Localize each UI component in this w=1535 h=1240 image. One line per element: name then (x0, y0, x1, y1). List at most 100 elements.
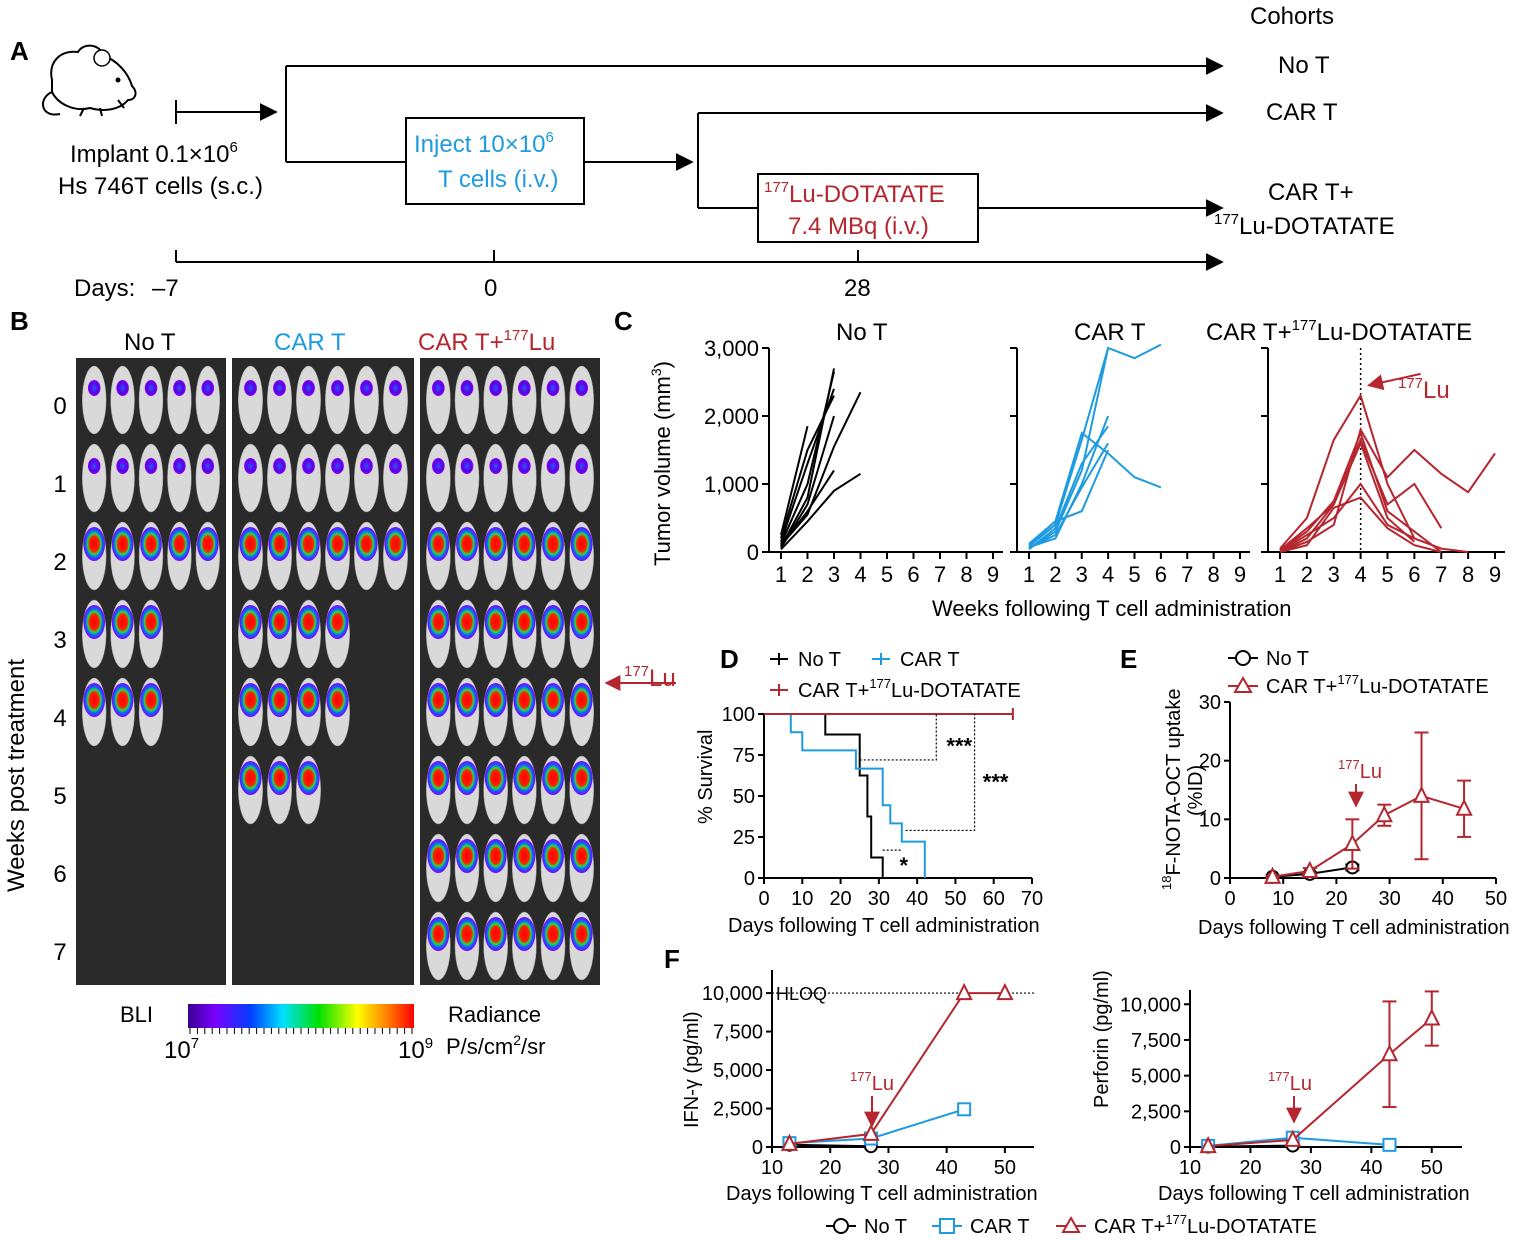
e-data-point (1412, 785, 1431, 803)
e-x-tick-label: 10 (1272, 888, 1294, 910)
tumor-signal (360, 380, 373, 396)
tumor-signal (460, 458, 474, 474)
week-label: 0 (53, 393, 66, 420)
tumor-signal (513, 839, 536, 873)
f1-x-tick-label: 40 (936, 1157, 958, 1179)
c-x-tick-label: 4 (1355, 562, 1367, 587)
e-x-tick-label: 40 (1432, 888, 1454, 910)
f2-x-tick-label: 10 (1179, 1157, 1201, 1179)
tumor-signal (484, 527, 507, 561)
tumor-signal (432, 458, 445, 474)
b-lu-arrow-label: 177Lu (624, 663, 676, 692)
tumor-signal (570, 605, 593, 639)
c-lu-arrow (1367, 372, 1421, 391)
week-label: 4 (53, 705, 66, 732)
tumor-signal (116, 458, 129, 474)
d-y-tick-label: 100 (722, 704, 755, 726)
f2-x-tick-label: 20 (1239, 1157, 1261, 1179)
f-legend-car-t: CAR T (970, 1216, 1030, 1238)
f-legend-combo: CAR T+177Lu-DOTATATE (1094, 1212, 1317, 1238)
tumor-signal (87, 380, 101, 396)
c-x-tick-label: 3 (1076, 562, 1088, 587)
c-title-combo: CAR T+177Lu-DOTATATE (1206, 317, 1472, 346)
tumor-signal (331, 458, 344, 474)
tumor-signal (513, 527, 536, 561)
f-bottom-legend: No T CAR T CAR T+177Lu-DOTATATE (826, 1212, 1317, 1238)
tumor-signal (302, 380, 315, 396)
mouse-image (426, 365, 451, 435)
day-tick-0: –7 (152, 275, 179, 302)
radiance-units: P/s/cm2/sr (446, 1032, 545, 1059)
d-legend: No T CAR T CAR T+177Lu-DOTATATE (770, 649, 1021, 702)
f-legend-no-t: No T (864, 1216, 907, 1238)
mouse-image (238, 443, 263, 513)
tumor-signal (173, 380, 186, 396)
c-x-tick-label: 4 (1102, 562, 1114, 587)
c-series-line (780, 425, 809, 536)
week-label: 5 (53, 783, 66, 810)
mouse-image (82, 365, 107, 435)
e-y-tick-label: 30 (1199, 692, 1221, 714)
d-survival-curve (764, 713, 884, 878)
mouse-image (354, 443, 379, 513)
tumor-signal (484, 917, 507, 951)
e-data-point (1375, 804, 1393, 823)
f1-y-tick-label: 5,000 (713, 1060, 763, 1082)
d-y-tick-label: 25 (733, 827, 755, 849)
tumor-signal (360, 458, 373, 474)
e-legend-no-t: No T (1266, 648, 1309, 670)
tumor-signal (173, 458, 186, 474)
panel-b: B No T CAR T CAR T+177Lu 0 1 2 3 4 5 6 7 Weeks … (3, 306, 676, 1064)
f1-x-tick-label: 30 (877, 1157, 899, 1179)
f1-series-line (789, 992, 1005, 1145)
mouse-image (383, 365, 408, 435)
tumor-signal (168, 527, 191, 561)
f2-xlabel: Days following T cell administration (1158, 1183, 1470, 1205)
e-y-tick-label: 10 (1199, 809, 1221, 831)
panel-a-label: A (10, 36, 29, 66)
c-x-tick-label: 1 (775, 562, 787, 587)
c-x-tick-label: 6 (1155, 562, 1167, 587)
week-label: 7 (53, 939, 66, 966)
f1-y-tick-label: 0 (752, 1137, 763, 1159)
scale-min: 107 (164, 1035, 199, 1064)
mouse-image (540, 365, 566, 435)
cohorts-title: Cohorts (1250, 3, 1334, 30)
implant-line2: Hs 746T cells (s.c.) (58, 173, 263, 200)
bli-colorbar (188, 1004, 414, 1028)
mouse-image (238, 365, 263, 435)
c-x-tick-label: 5 (1128, 562, 1140, 587)
e-legend-combo: CAR T+177Lu-DOTATATE (1266, 672, 1489, 698)
tumor-signal (427, 761, 450, 795)
c-x-tick-label: 7 (934, 562, 946, 587)
mouse-image (454, 365, 480, 435)
c-title-car-t: CAR T (1074, 319, 1146, 346)
f2-y-tick-label: 10,000 (1120, 994, 1181, 1016)
scale-max: 109 (398, 1035, 433, 1064)
f2-y-tick-label: 5,000 (1131, 1066, 1181, 1088)
c-series-line (1028, 442, 1109, 549)
panel-f: F IFN-γ (pg/ml) Days following T cell ad… (664, 944, 1470, 1238)
cohort-no-t: No T (1278, 52, 1330, 79)
tumor-signal (83, 683, 105, 717)
tumor-signal (484, 683, 507, 717)
week-label: 2 (53, 549, 66, 576)
tumor-signal (144, 458, 158, 474)
week-labels: 0 1 2 3 4 5 6 7 (53, 393, 66, 966)
d-x-tick-label: 30 (868, 888, 890, 910)
tumor-signal (239, 683, 262, 717)
tumor-signal (427, 917, 450, 951)
e-x-tick-label: 50 (1485, 888, 1507, 910)
f1-data-point (957, 1102, 972, 1117)
d-legend-car-t: CAR T (900, 649, 960, 671)
tumor-signal (427, 605, 450, 639)
tumor-signal (570, 683, 593, 717)
e-ylabel: 18F-NOTA-OCT uptake (1159, 688, 1185, 890)
tumor-signal (542, 761, 564, 795)
d-ylabel: % Survival (695, 730, 717, 824)
panel-c-label: C (614, 306, 633, 336)
days-label: Days: (74, 275, 135, 302)
mouse-image (195, 443, 220, 513)
e-lu-annotation: 177Lu (1338, 757, 1382, 783)
c-x-tick-label: 9 (987, 562, 999, 587)
